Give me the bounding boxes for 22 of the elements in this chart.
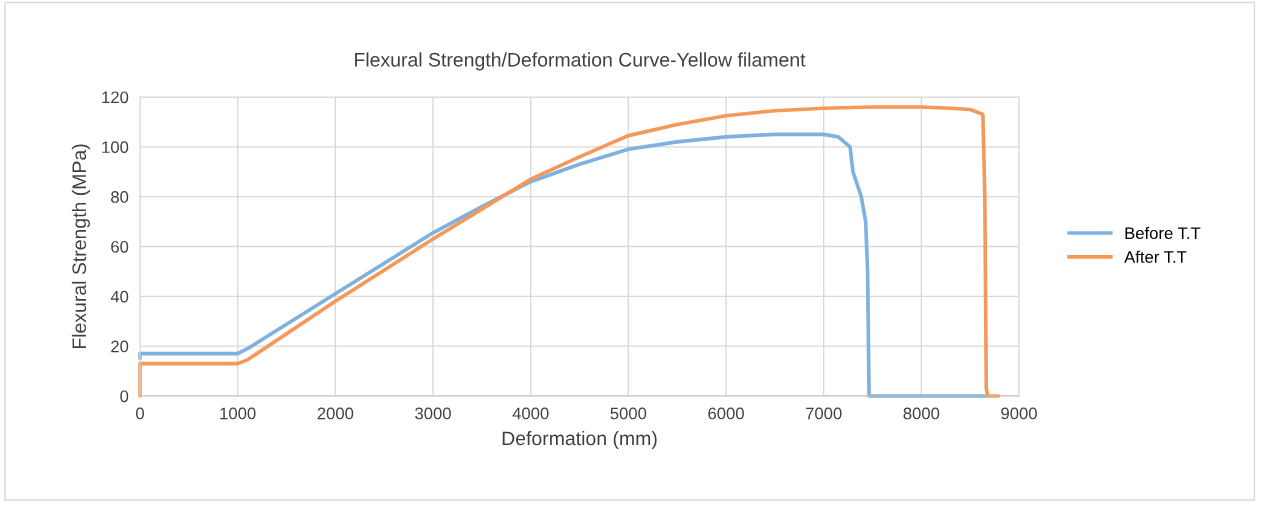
y-tick-label: 80: [111, 191, 129, 203]
y-tick-label: 40: [110, 290, 129, 303]
x-tick-label: 6000: [708, 407, 744, 420]
x-tick-label: 0: [136, 407, 144, 420]
legend-label: Before T.T: [1125, 226, 1201, 240]
x-tick-label: 2000: [317, 407, 354, 420]
chart-title: Flexural Strength/Deformation Curve-Yellow filament: [355, 52, 806, 71]
x-tick-label: 3000: [415, 407, 451, 420]
x-axis-title: Deformation (mm): [502, 430, 657, 450]
x-tick-label: 4000: [512, 407, 549, 420]
y-tick-label: 60: [111, 240, 129, 253]
y-tick-label: 100: [102, 141, 129, 154]
x-tick-label: 1000: [220, 407, 256, 420]
y-axis-title: Flexural Strength (MPa): [71, 144, 90, 349]
y-tick-label: 120: [102, 91, 129, 104]
x-tick-label: 8000: [903, 407, 940, 420]
y-tick-label: 0: [120, 390, 129, 403]
legend-label: After T.T: [1124, 250, 1187, 263]
x-tick-label: 7000: [805, 407, 842, 420]
y-tick-label: 20: [111, 340, 129, 353]
x-tick-label: 5000: [610, 407, 647, 420]
x-tick-label: 9000: [1001, 407, 1037, 420]
